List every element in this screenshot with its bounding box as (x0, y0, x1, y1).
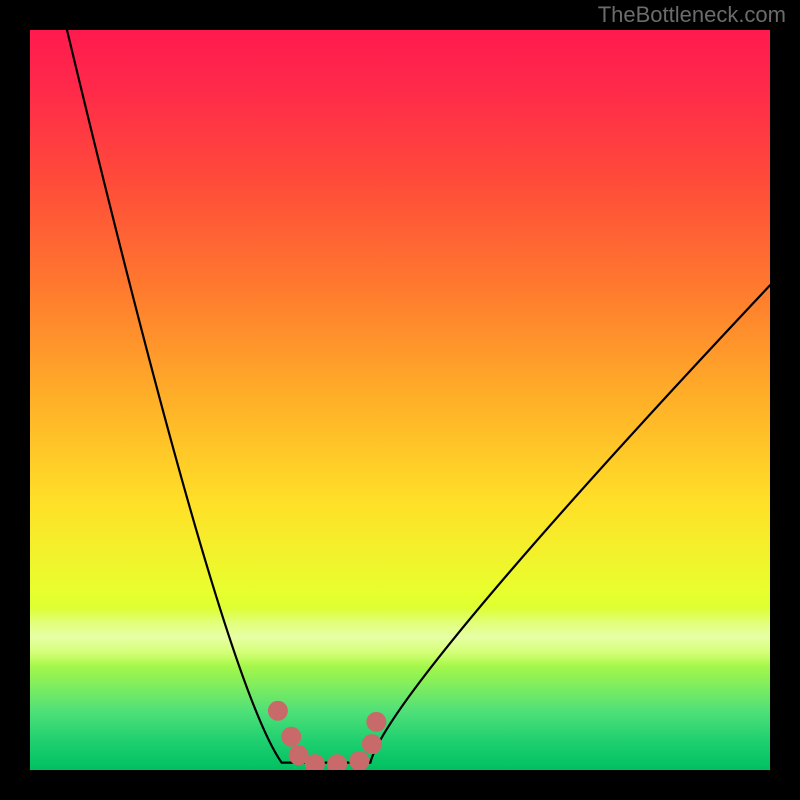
marker-point (362, 734, 382, 754)
marker-point (366, 712, 386, 732)
marker-point (327, 754, 347, 774)
marker-point (305, 754, 325, 774)
bottleneck-chart (0, 0, 800, 800)
marker-point (268, 701, 288, 721)
marker-point (349, 751, 369, 771)
highlight-band (30, 607, 770, 666)
marker-point (281, 727, 301, 747)
